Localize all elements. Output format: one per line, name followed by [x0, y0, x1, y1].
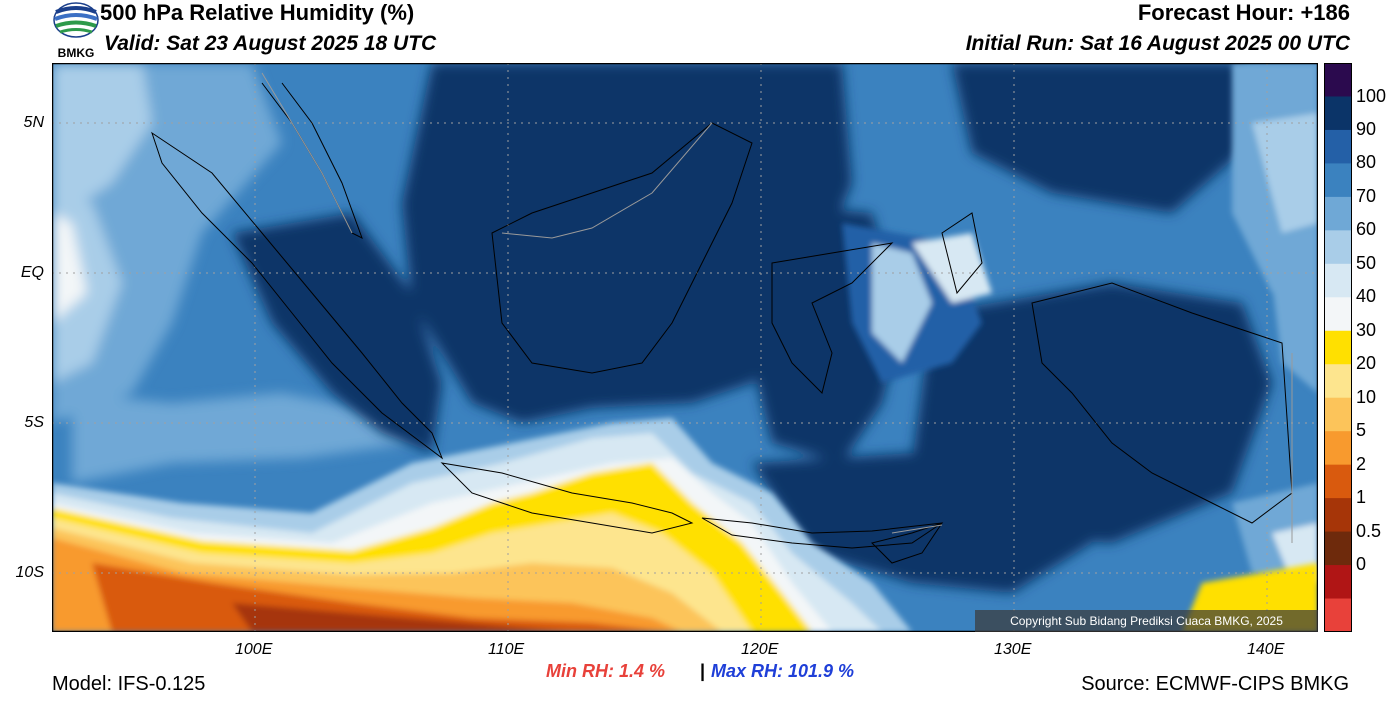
colorbar-label: 30 — [1356, 319, 1377, 340]
colorbar-swatch — [1324, 397, 1352, 432]
colorbar-label: 5 — [1356, 420, 1367, 441]
gridlines — [52, 63, 1318, 632]
valid-time: Valid: Sat 23 August 2025 18 UTC — [104, 32, 437, 55]
colorbar-swatch — [1324, 431, 1352, 466]
humidity-map — [51, 62, 1319, 633]
colorbar-label: 50 — [1356, 252, 1377, 273]
map-panel — [51, 62, 1319, 633]
lon-label: 130E — [994, 641, 1032, 658]
colorbar-swatch — [1324, 230, 1352, 265]
lon-label: 140E — [1247, 641, 1285, 658]
borders — [261, 72, 1293, 543]
initial-run: Initial Run: Sat 16 August 2025 00 UTC — [965, 32, 1350, 55]
colorbar-label: 1 — [1356, 487, 1367, 508]
max-rh: Max RH: 101.9 % — [711, 661, 855, 681]
lon-label: 120E — [741, 641, 779, 658]
colorbar-swatch — [1324, 598, 1352, 633]
min-rh: Min RH: 1.4 % — [546, 661, 666, 681]
colorbar-swatches — [1324, 63, 1352, 633]
colorbar-label: 60 — [1356, 219, 1377, 240]
colorbar-swatch — [1324, 263, 1352, 298]
colorbar-swatch — [1324, 330, 1352, 365]
colorbar-swatch — [1324, 163, 1352, 198]
lon-label: 110E — [488, 641, 525, 658]
colorbar-swatch — [1324, 96, 1352, 131]
colorbar-label: 100 — [1356, 85, 1387, 106]
colorbar-swatch — [1324, 297, 1352, 332]
colorbar-swatch — [1324, 364, 1352, 399]
lat-label: 5N — [23, 114, 44, 131]
colorbar-swatch — [1324, 565, 1352, 600]
model-label: Model: IFS-0.125 — [52, 673, 206, 695]
colorbar-label: 90 — [1356, 118, 1377, 139]
colorbar-swatch — [1324, 63, 1352, 97]
colorbar-swatch — [1324, 464, 1352, 499]
lat-label: 5S — [24, 414, 44, 431]
forecast-hour: Forecast Hour: +186 — [1137, 0, 1350, 25]
lat-label: EQ — [20, 264, 44, 281]
copyright-banner: Copyright Sub Bidang Prediksi Cuaca BMKG… — [975, 610, 1318, 632]
stats-separator: | — [700, 661, 706, 681]
colorbar-label: 0 — [1356, 554, 1367, 575]
colorbar-label: 10 — [1356, 386, 1377, 407]
colorbar — [1324, 63, 1352, 633]
colorbar-label: 20 — [1356, 353, 1377, 374]
colorbar-label: 0.5 — [1356, 520, 1382, 541]
colorbar-label: 80 — [1356, 152, 1377, 173]
logo-text: BMKG — [57, 46, 95, 60]
colorbar-swatch — [1324, 196, 1352, 231]
source-label: Source: ECMWF-CIPS BMKG — [1081, 673, 1349, 695]
bmkg-logo: BMKG — [52, 2, 100, 60]
colorbar-swatch — [1324, 129, 1352, 164]
lon-label: 100E — [235, 641, 273, 658]
coastlines — [151, 82, 1293, 564]
colorbar-label: 70 — [1356, 185, 1377, 206]
colorbar-swatch — [1324, 498, 1352, 533]
colorbar-label: 2 — [1356, 453, 1367, 474]
map-title: 500 hPa Relative Humidity (%) — [100, 0, 415, 25]
colorbar-swatch — [1324, 531, 1352, 566]
lat-label: 10S — [15, 564, 44, 581]
colorbar-label: 40 — [1356, 286, 1377, 307]
